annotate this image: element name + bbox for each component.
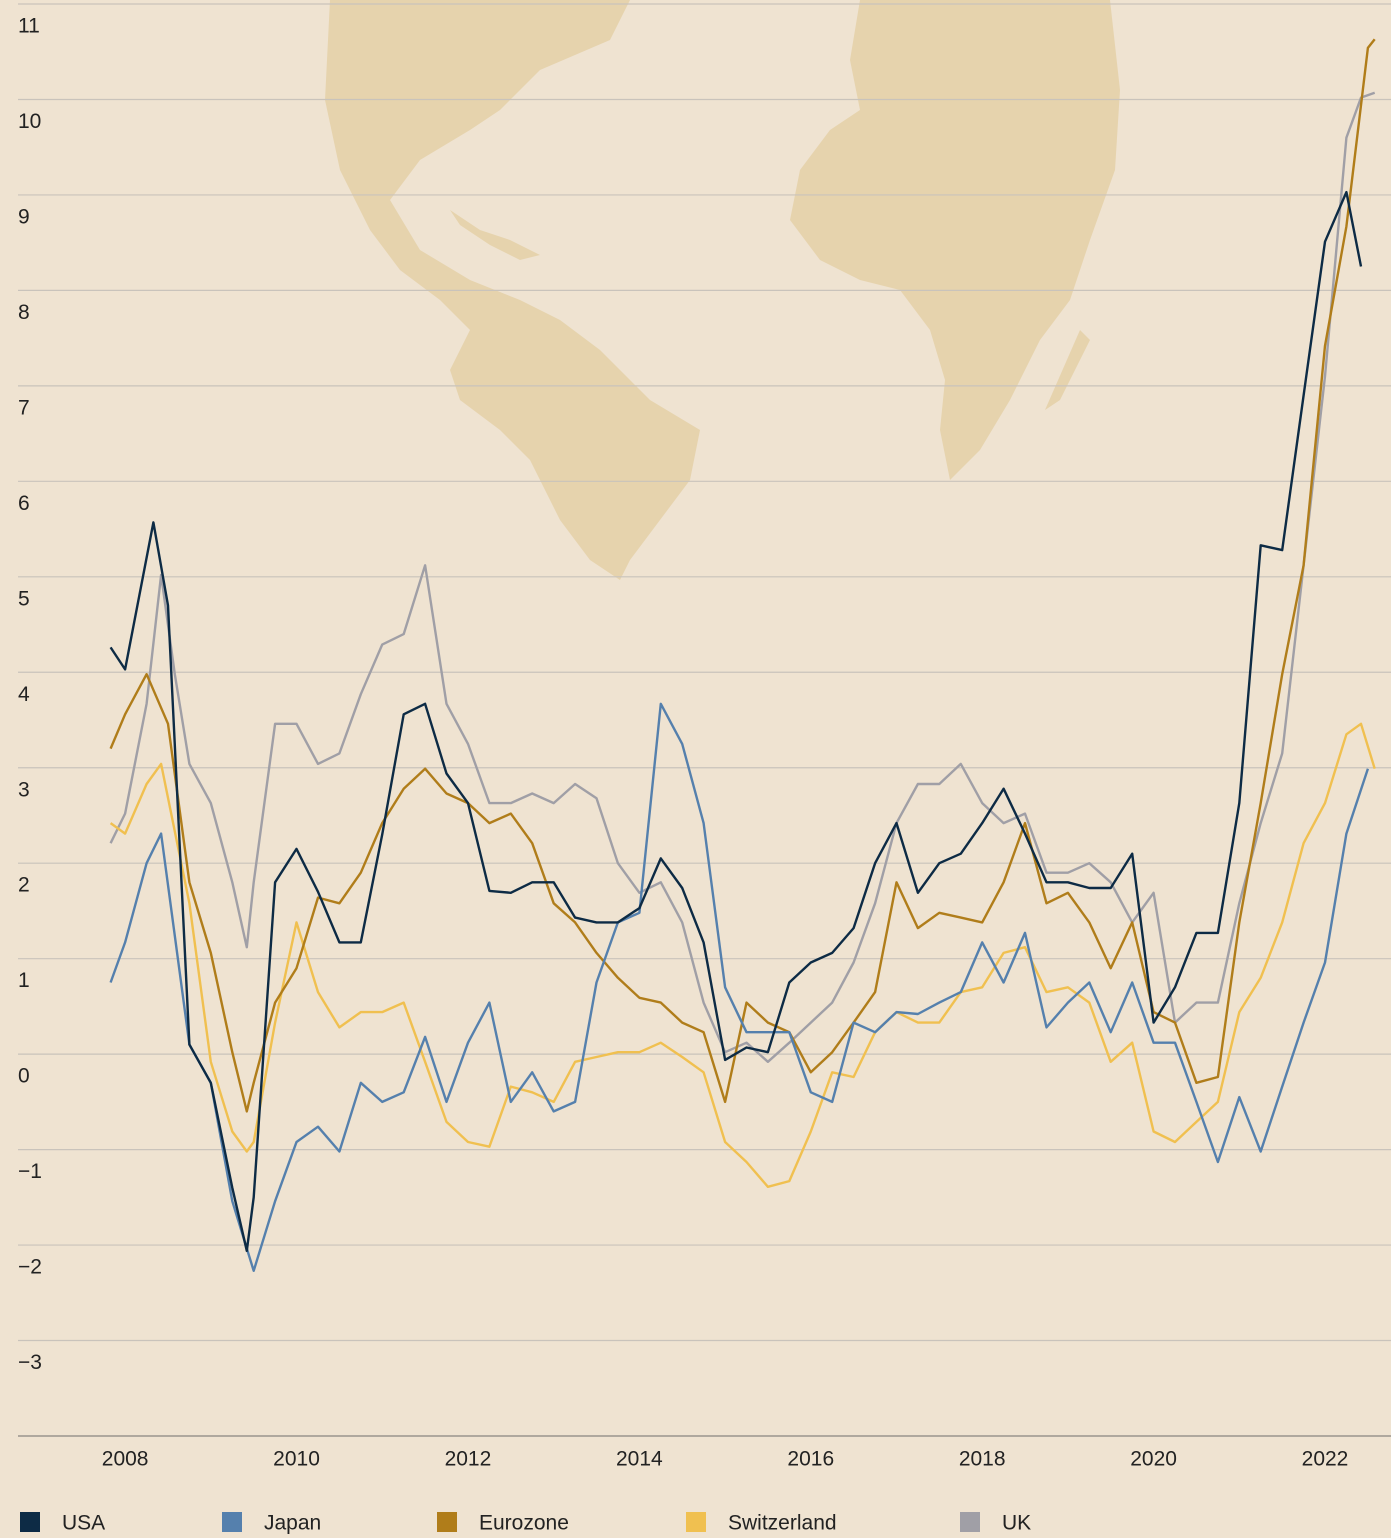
- grid: [18, 3, 1391, 1437]
- globe: [325, 0, 1120, 580]
- legend-swatch: [686, 1512, 706, 1532]
- y-tick-label: 7: [18, 396, 30, 419]
- x-tick-label: 2012: [445, 1448, 492, 1471]
- labels: −3 −2 −1 0 1 2 3 4 5 6 7 8 9 10 11 2008 2010 2012 2014 2016…: [18, 15, 1348, 1471]
- series-line: [109, 702, 1370, 1272]
- y-tick-label: 1: [18, 969, 30, 992]
- legend-swatch: [960, 1512, 980, 1532]
- x-tick-label: 2008: [102, 1448, 149, 1471]
- series-line: [109, 38, 1376, 1113]
- legend-label: USA: [62, 1512, 105, 1535]
- legend-label: Japan: [264, 1512, 321, 1535]
- series-line: [109, 91, 1376, 1063]
- y-tick-label: 10: [18, 110, 41, 133]
- x-tick-label: 2016: [787, 1448, 834, 1471]
- x-tick-label: 2022: [1302, 1448, 1349, 1471]
- legend-swatch: [20, 1512, 40, 1532]
- x-tick-label: 2020: [1130, 1448, 1177, 1471]
- y-tick-label: 3: [18, 778, 30, 801]
- y-tick-label: 2: [18, 874, 30, 897]
- legend-swatch: [437, 1512, 457, 1532]
- x-tick-label: 2010: [273, 1448, 320, 1471]
- legend-label: UK: [1002, 1512, 1031, 1535]
- y-tick-label: 11: [18, 15, 40, 38]
- y-tick-label: 0: [18, 1065, 30, 1088]
- lines: [109, 38, 1376, 1272]
- y-tick-label: 5: [18, 587, 30, 610]
- y-tick-label: −2: [18, 1256, 42, 1279]
- x-tick-label: 2018: [959, 1448, 1006, 1471]
- y-tick-label: 8: [18, 301, 30, 324]
- x-tick-label: 2014: [616, 1448, 663, 1471]
- legend-label: Switzerland: [728, 1512, 837, 1535]
- series-line: [109, 190, 1363, 1252]
- legend-label: Eurozone: [479, 1512, 569, 1535]
- y-tick-label: 6: [18, 492, 30, 515]
- legend: USA Japan Eurozone Switzerland UK: [20, 1512, 1031, 1535]
- y-tick-label: −3: [18, 1351, 42, 1374]
- y-tick-label: 9: [18, 205, 30, 228]
- y-tick-label: 4: [18, 683, 30, 706]
- y-tick-label: −1: [18, 1160, 42, 1183]
- series-line: [109, 722, 1376, 1188]
- legend-swatch: [222, 1512, 242, 1532]
